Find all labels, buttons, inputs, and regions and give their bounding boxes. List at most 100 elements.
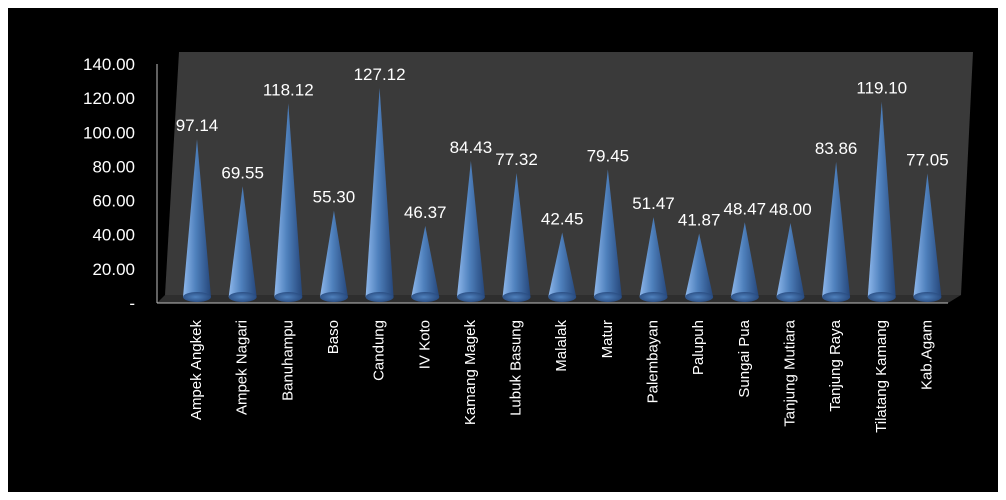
- data-label: 48.00: [769, 200, 812, 219]
- cone-body: [502, 173, 531, 297]
- x-tick-label: Matur: [599, 320, 616, 358]
- x-tick-label: Lubuk Basung: [508, 320, 525, 416]
- chart-frame: -20.00 40.00 60.00 80.00 100.00 120.00 140.00 …: [8, 8, 998, 492]
- data-label: 77.05: [906, 150, 949, 169]
- cone-base: [411, 292, 440, 302]
- y-tick-label: -: [129, 294, 135, 313]
- cone-bar: [685, 233, 714, 302]
- cone-base: [548, 292, 577, 302]
- data-label: 41.87: [678, 211, 721, 230]
- cone-base: [183, 292, 211, 302]
- data-label: 77.32: [495, 150, 538, 169]
- x-tick-label: Malalak: [553, 320, 570, 372]
- x-tick-label: Tilatang Kamang: [873, 320, 890, 433]
- cone-base: [502, 292, 531, 302]
- y-tick-label: 60.00: [92, 192, 135, 211]
- x-tick-label: Ampek Angkek: [188, 320, 205, 421]
- chart-back-wall: [165, 52, 973, 295]
- cone-bar: [411, 225, 440, 302]
- cone-body: [274, 103, 303, 297]
- cone-base: [867, 292, 896, 302]
- cone-bar: [319, 210, 348, 302]
- x-tick-labels: Ampek Angkek Ampek Nagari Banuhampu Baso Can…: [188, 319, 935, 433]
- cone-bar: [183, 139, 211, 302]
- data-label: 48.47: [724, 199, 767, 218]
- data-label: 83.86: [815, 139, 858, 158]
- cone-bar: [776, 223, 805, 302]
- data-label: 118.12: [263, 80, 314, 99]
- cone-bar: [639, 217, 668, 302]
- x-tick-label: Kab.Agam: [918, 320, 935, 390]
- x-tick-label: Sungai Pua: [736, 319, 753, 397]
- cone-body: [639, 217, 668, 297]
- cone-base: [913, 292, 942, 302]
- x-tick-label: Banuhampu: [279, 320, 296, 401]
- cone-body: [776, 223, 805, 297]
- data-label: 127.12: [354, 65, 406, 84]
- cone-base: [730, 292, 759, 302]
- data-label: 97.14: [176, 116, 219, 135]
- y-tick-label: 140.00: [83, 55, 135, 74]
- cone-bar: [274, 103, 303, 302]
- data-label: 79.45: [587, 146, 630, 165]
- data-label: 42.45: [541, 210, 584, 229]
- x-tick-label: Palembayan: [645, 320, 662, 403]
- cone-bar: [228, 186, 257, 302]
- cone-base: [228, 292, 257, 302]
- cone-body: [593, 169, 622, 297]
- y-tick-label: 100.00: [83, 123, 135, 142]
- cone-base: [776, 292, 805, 302]
- cone-body: [548, 232, 577, 297]
- y-tick-label: 20.00: [92, 260, 135, 279]
- data-label: 119.10: [856, 79, 907, 98]
- cone-bar: [730, 222, 759, 302]
- cone-body: [228, 186, 257, 297]
- data-label: 46.37: [404, 203, 447, 222]
- cone-base: [319, 292, 348, 302]
- x-tick-label: Candung: [371, 320, 388, 381]
- data-label: 84.43: [450, 138, 493, 157]
- x-tick-label: Palupuh: [690, 320, 707, 375]
- cone-bar: [502, 173, 531, 302]
- x-tick-label: IV Koto: [416, 320, 433, 369]
- data-labels: 97.1469.55118.1255.30127.1246.3784.4377.…: [176, 65, 949, 230]
- y-tick-label: 80.00: [92, 157, 135, 176]
- cone-chart: -20.0040.0060.0080.00100.00120.00140.00 …: [83, 52, 973, 433]
- cone-body: [411, 225, 440, 297]
- y-tick-label: 120.00: [83, 89, 135, 108]
- cone-body: [319, 210, 348, 297]
- x-tick-label: Tanjung Mutiara: [781, 319, 798, 426]
- data-label: 69.55: [221, 163, 264, 182]
- x-tick-label: Tanjung Raya: [827, 319, 844, 411]
- cone-base: [274, 292, 303, 302]
- cone-body: [685, 233, 714, 297]
- y-tick-labels: - 20.00 40.00 60.00 80.00 100.00 120.00 140.00: [83, 55, 135, 313]
- data-label: 55.30: [313, 188, 356, 207]
- cone-bar: [867, 101, 896, 302]
- cone-body: [867, 101, 896, 297]
- cone-body: [365, 87, 394, 297]
- cone-body: [730, 222, 759, 297]
- cone-bar: [913, 173, 942, 302]
- cone-base: [639, 292, 668, 302]
- x-tick-label: Ampek Nagari: [234, 320, 251, 415]
- cone-bar: [456, 160, 485, 302]
- cone-body: [822, 161, 851, 297]
- cones: [183, 87, 942, 302]
- cone-bar: [593, 169, 622, 302]
- cone-bar: [548, 232, 577, 302]
- x-tick-label: Baso: [325, 320, 342, 354]
- cone-base: [822, 292, 851, 302]
- cone-base: [685, 292, 714, 302]
- cone-bar: [365, 87, 394, 302]
- cone-body: [913, 173, 942, 297]
- cone-base: [365, 292, 394, 302]
- cone-base: [593, 292, 622, 302]
- y-tick-label: 40.00: [92, 226, 135, 245]
- cone-body: [183, 139, 211, 297]
- cone-body: [456, 160, 485, 297]
- cone-bar: [822, 161, 851, 302]
- x-tick-label: Kamang Magek: [462, 320, 479, 426]
- data-label: 51.47: [632, 194, 675, 213]
- cone-base: [456, 292, 485, 302]
